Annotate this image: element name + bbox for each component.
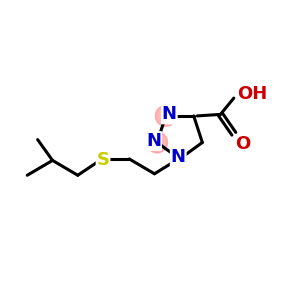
Text: OH: OH	[237, 85, 267, 103]
Text: N: N	[162, 105, 177, 123]
Text: S: S	[97, 152, 110, 169]
Circle shape	[155, 106, 176, 126]
Text: N: N	[171, 148, 186, 166]
Text: N: N	[146, 132, 161, 150]
Text: O: O	[235, 135, 250, 153]
Circle shape	[147, 132, 167, 153]
